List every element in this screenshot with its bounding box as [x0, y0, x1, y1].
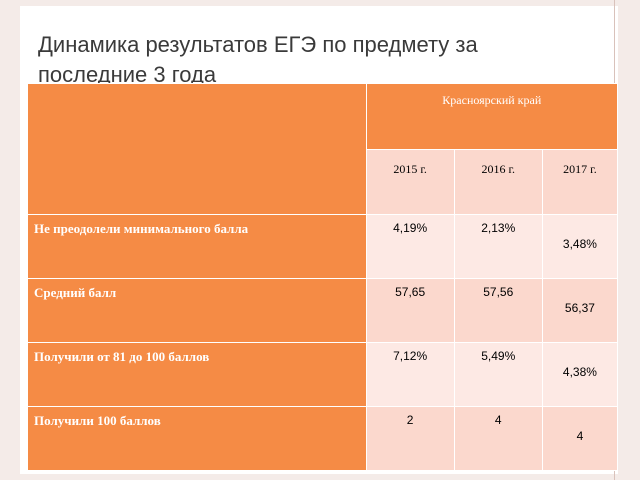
table-cell: 56,37 [541, 278, 619, 343]
table-cell: 4 [453, 406, 543, 471]
table-cell: 4 [541, 406, 619, 471]
table-row: Не преодолели минимального балла 4,19% 2… [27, 214, 619, 279]
year-header-2017: 2017 г. [541, 149, 619, 215]
row-label: Не преодолели минимального балла [27, 214, 367, 279]
row-label: Средний балл [27, 278, 367, 343]
slide-title: Динамика результатов ЕГЭ по предмету за … [38, 32, 478, 87]
table-cell: 2 [365, 406, 455, 471]
results-table: Красноярский край 2015 г. 2016 г. 2017 г… [27, 83, 619, 471]
table-cell: 5,49% [453, 342, 543, 407]
table-cell: 7,12% [365, 342, 455, 407]
table-years-row: 2015 г. 2016 г. 2017 г. [28, 149, 619, 215]
year-header-2015: 2015 г. [365, 149, 455, 215]
table-cell: 57,65 [365, 278, 455, 343]
table-cell: 3,48% [541, 214, 619, 279]
table-row: Получили от 81 до 100 баллов 7,12% 5,49%… [27, 342, 619, 407]
table-header-row: Красноярский край [27, 83, 619, 215]
region-header: Красноярский край [365, 83, 619, 150]
table-corner-cell [27, 83, 367, 215]
year-header-2016: 2016 г. [453, 149, 543, 215]
slide-border-left [0, 0, 20, 480]
table-row: Средний балл 57,65 57,56 56,37 [27, 278, 619, 343]
table-cell: 2,13% [453, 214, 543, 279]
table-cell: 4,38% [541, 342, 619, 407]
row-label: Получили от 81 до 100 баллов [27, 342, 367, 407]
table-cell: 4,19% [365, 214, 455, 279]
slide-border-right [618, 0, 640, 480]
table-cell: 57,56 [453, 278, 543, 343]
slide-border-top [0, 0, 640, 6]
row-label: Получили 100 баллов [27, 406, 367, 471]
slide-border-bottom [0, 474, 640, 480]
table-row: Получили 100 баллов 2 4 4 [27, 406, 619, 471]
